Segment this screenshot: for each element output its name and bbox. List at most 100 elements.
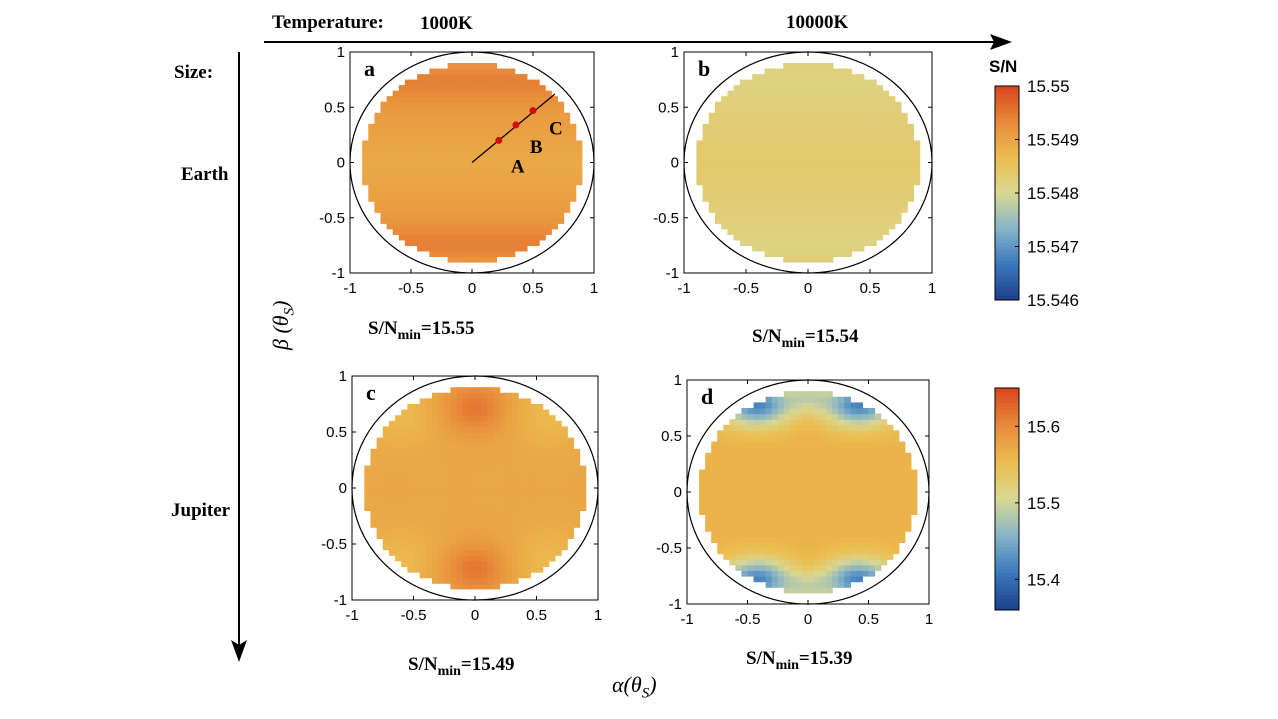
heatmap-cell: [783, 239, 790, 246]
heatmap-cell: [729, 436, 736, 443]
heatmap-cell: [717, 436, 724, 443]
heatmap-cell: [465, 156, 473, 164]
heatmap-cell: [832, 250, 840, 258]
heatmap-cell: [814, 508, 821, 515]
heatmap-cell: [759, 536, 767, 543]
heatmap-cell: [851, 168, 859, 175]
heatmap-cell: [518, 443, 525, 450]
heatmap-cell: [481, 510, 488, 517]
heatmap-cell: [505, 482, 513, 489]
heatmap-cell: [882, 168, 890, 175]
heatmap-cell: [863, 123, 871, 130]
heatmap-cell: [514, 85, 522, 92]
heatmap-cell: [392, 173, 400, 180]
heatmap-cell: [789, 168, 797, 175]
heatmap-cell: [886, 531, 894, 538]
heatmap-cell: [502, 107, 510, 114]
heatmap-cell: [795, 464, 803, 471]
heatmap-cell: [886, 475, 894, 482]
heatmap-cell: [561, 465, 568, 472]
heatmap-cell: [462, 482, 470, 489]
heatmap-cell: [702, 151, 710, 158]
heatmap-cell: [481, 560, 488, 567]
heatmap-cell: [705, 492, 712, 499]
heatmap-cell: [567, 532, 574, 539]
heatmap-cell: [561, 448, 568, 455]
heatmap-cell: [814, 430, 821, 437]
heatmap-cell: [832, 441, 839, 448]
heatmap-cell: [539, 201, 546, 208]
heatmap-cell: [727, 101, 735, 108]
heatmap-cell: [542, 544, 550, 551]
heatmap-cell: [561, 544, 568, 551]
heatmap-cell: [472, 256, 479, 263]
heatmap-cell: [551, 195, 558, 202]
heatmap-cell: [826, 520, 833, 527]
heatmap-cell: [431, 516, 439, 523]
heatmap-cell: [702, 156, 710, 164]
heatmap-cell: [472, 245, 479, 252]
heatmap-cell: [783, 74, 790, 81]
heatmap-cell: [526, 101, 534, 108]
heatmap-cell: [542, 471, 550, 478]
heatmap-cell: [696, 162, 704, 169]
heatmap-cell: [450, 409, 458, 416]
heatmap-cell: [425, 504, 433, 511]
heatmap-cell: [844, 492, 851, 499]
heatmap-cell: [459, 134, 467, 141]
heatmap-cell: [876, 184, 883, 191]
heatmap-cell: [542, 521, 550, 528]
heatmap-cell: [453, 162, 461, 169]
heatmap-cell: [752, 140, 759, 147]
heatmap-cell: [526, 184, 534, 191]
heatmap-cell: [715, 217, 722, 224]
heatmap-cell: [459, 190, 467, 197]
heatmap-cell: [447, 223, 455, 230]
heatmap-cell: [447, 123, 455, 130]
heatmap-cell: [844, 469, 851, 476]
heatmap-cell: [758, 212, 766, 219]
heatmap-cell: [844, 536, 851, 543]
heatmap-cell: [904, 469, 912, 476]
heatmap-cell: [459, 156, 467, 164]
heatmap-cell: [801, 228, 809, 235]
heatmap-cell: [456, 476, 464, 483]
heatmap-cell: [493, 510, 501, 517]
heatmap-cell: [783, 256, 790, 263]
heatmap-cell: [450, 476, 458, 483]
heatmap-cell: [462, 544, 470, 551]
heatmap-cell: [518, 426, 525, 433]
heatmap-cell: [845, 156, 852, 164]
heatmap-cell: [450, 482, 458, 489]
heatmap-cell: [533, 129, 540, 136]
heatmap-cell: [542, 538, 550, 545]
heatmap-cell: [444, 460, 451, 467]
heatmap-cell: [382, 493, 390, 500]
heatmap-cell: [431, 471, 439, 478]
heatmap-cell: [472, 201, 479, 208]
heatmap-cell: [374, 168, 382, 175]
heatmap-cell: [484, 245, 491, 252]
heatmap-cell: [545, 123, 552, 130]
heatmap-cell: [392, 123, 400, 130]
heatmap-cell: [801, 85, 809, 92]
heatmap-cell: [475, 516, 482, 523]
heatmap-cell: [478, 234, 485, 241]
heatmap-cell: [456, 387, 464, 394]
heatmap-cell: [499, 499, 507, 506]
heatmap-cell: [423, 195, 430, 202]
colorbar-step: [995, 103, 1019, 108]
heatmap-cell: [771, 430, 779, 437]
heatmap-cell: [484, 112, 491, 119]
heatmap-cell: [453, 145, 461, 153]
heatmap-cell: [907, 195, 914, 202]
heatmap-cell: [450, 471, 458, 478]
heatmap-cell: [398, 184, 406, 191]
colorbar-step: [995, 473, 1019, 478]
heatmap-cell: [868, 486, 876, 493]
heatmap-cell: [856, 441, 864, 448]
heatmap-cell: [747, 469, 755, 476]
heatmap-cell: [419, 532, 427, 539]
heatmap-cell: [505, 443, 513, 450]
